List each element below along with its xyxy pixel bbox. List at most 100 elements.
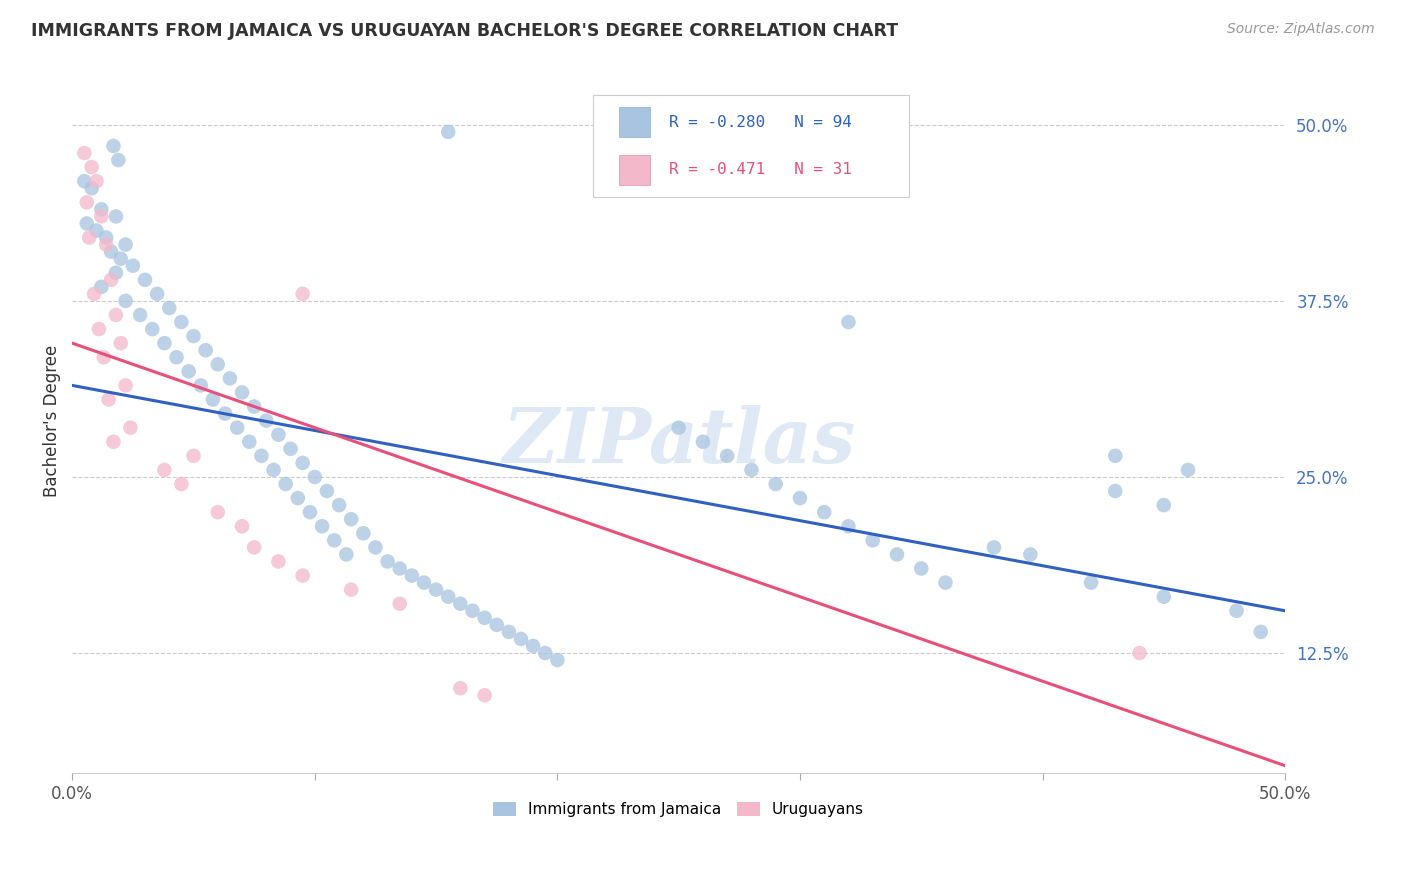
Point xyxy=(146,286,169,301)
Point xyxy=(485,618,508,632)
Point xyxy=(104,308,127,322)
Point xyxy=(862,533,884,548)
Point xyxy=(219,371,242,385)
Point xyxy=(886,548,908,562)
Point xyxy=(83,286,105,301)
Point xyxy=(80,160,103,174)
Bar xyxy=(619,107,650,136)
Text: ZIPatlas: ZIPatlas xyxy=(502,405,855,479)
Point xyxy=(377,554,399,568)
Point xyxy=(134,273,156,287)
Point xyxy=(73,146,96,161)
Point xyxy=(323,533,346,548)
Point xyxy=(304,470,326,484)
Y-axis label: Bachelor's Degree: Bachelor's Degree xyxy=(44,344,60,497)
Point xyxy=(231,519,253,533)
Point xyxy=(449,597,471,611)
Point xyxy=(107,153,129,167)
Point xyxy=(267,554,290,568)
Point xyxy=(103,139,125,153)
Point xyxy=(534,646,557,660)
Point xyxy=(226,420,249,434)
Point xyxy=(413,575,436,590)
Point xyxy=(110,336,132,351)
Point xyxy=(1128,646,1150,660)
Point xyxy=(97,392,120,407)
Point xyxy=(425,582,447,597)
Point xyxy=(250,449,273,463)
Point xyxy=(1104,484,1126,499)
Point xyxy=(1153,498,1175,512)
Point xyxy=(263,463,285,477)
Point xyxy=(522,639,544,653)
Point xyxy=(401,568,423,582)
Point xyxy=(166,351,188,365)
Point xyxy=(740,463,762,477)
Point xyxy=(1225,604,1247,618)
Text: IMMIGRANTS FROM JAMAICA VS URUGUAYAN BACHELOR'S DEGREE CORRELATION CHART: IMMIGRANTS FROM JAMAICA VS URUGUAYAN BAC… xyxy=(31,22,898,40)
Text: Source: ZipAtlas.com: Source: ZipAtlas.com xyxy=(1227,22,1375,37)
Point xyxy=(352,526,374,541)
Point xyxy=(474,611,496,625)
Point xyxy=(114,293,136,308)
Point xyxy=(77,230,100,244)
Point xyxy=(1250,624,1272,639)
Point xyxy=(76,195,98,210)
Text: R = -0.280   N = 94: R = -0.280 N = 94 xyxy=(669,114,852,129)
Point xyxy=(96,230,118,244)
Point xyxy=(190,378,212,392)
Point xyxy=(1080,575,1102,590)
Point xyxy=(73,174,96,188)
Point xyxy=(114,237,136,252)
Point xyxy=(1104,449,1126,463)
Point xyxy=(461,604,484,618)
Point xyxy=(437,590,460,604)
Point xyxy=(474,688,496,702)
Legend: Immigrants from Jamaica, Uruguayans: Immigrants from Jamaica, Uruguayans xyxy=(485,795,872,825)
Point xyxy=(934,575,956,590)
Point xyxy=(910,561,932,575)
Point xyxy=(449,681,471,696)
Point xyxy=(104,266,127,280)
Point xyxy=(254,414,277,428)
Point xyxy=(498,624,520,639)
Point xyxy=(96,237,118,252)
Point xyxy=(141,322,163,336)
Bar xyxy=(619,155,650,185)
Point xyxy=(1177,463,1199,477)
Point xyxy=(364,541,387,555)
Point xyxy=(280,442,302,456)
Point xyxy=(291,568,314,582)
Point xyxy=(335,548,357,562)
Point xyxy=(340,512,363,526)
Point xyxy=(298,505,321,519)
Point xyxy=(311,519,333,533)
Point xyxy=(76,217,98,231)
Point xyxy=(100,273,122,287)
Point xyxy=(87,322,110,336)
Point xyxy=(546,653,568,667)
Point xyxy=(93,351,115,365)
Point xyxy=(837,519,859,533)
Point xyxy=(207,505,229,519)
Point xyxy=(510,632,533,646)
Point xyxy=(328,498,350,512)
Point xyxy=(267,427,290,442)
Point xyxy=(104,210,127,224)
Point xyxy=(207,357,229,371)
Point xyxy=(129,308,152,322)
Point xyxy=(692,434,714,449)
Point xyxy=(153,336,176,351)
Point xyxy=(90,202,112,217)
Point xyxy=(1019,548,1042,562)
Point xyxy=(316,484,339,499)
Point xyxy=(170,315,193,329)
FancyBboxPatch shape xyxy=(592,95,910,197)
Point xyxy=(1153,590,1175,604)
Point xyxy=(86,223,108,237)
Point xyxy=(103,434,125,449)
Point xyxy=(716,449,738,463)
Point xyxy=(80,181,103,195)
Point xyxy=(340,582,363,597)
Point xyxy=(388,597,411,611)
